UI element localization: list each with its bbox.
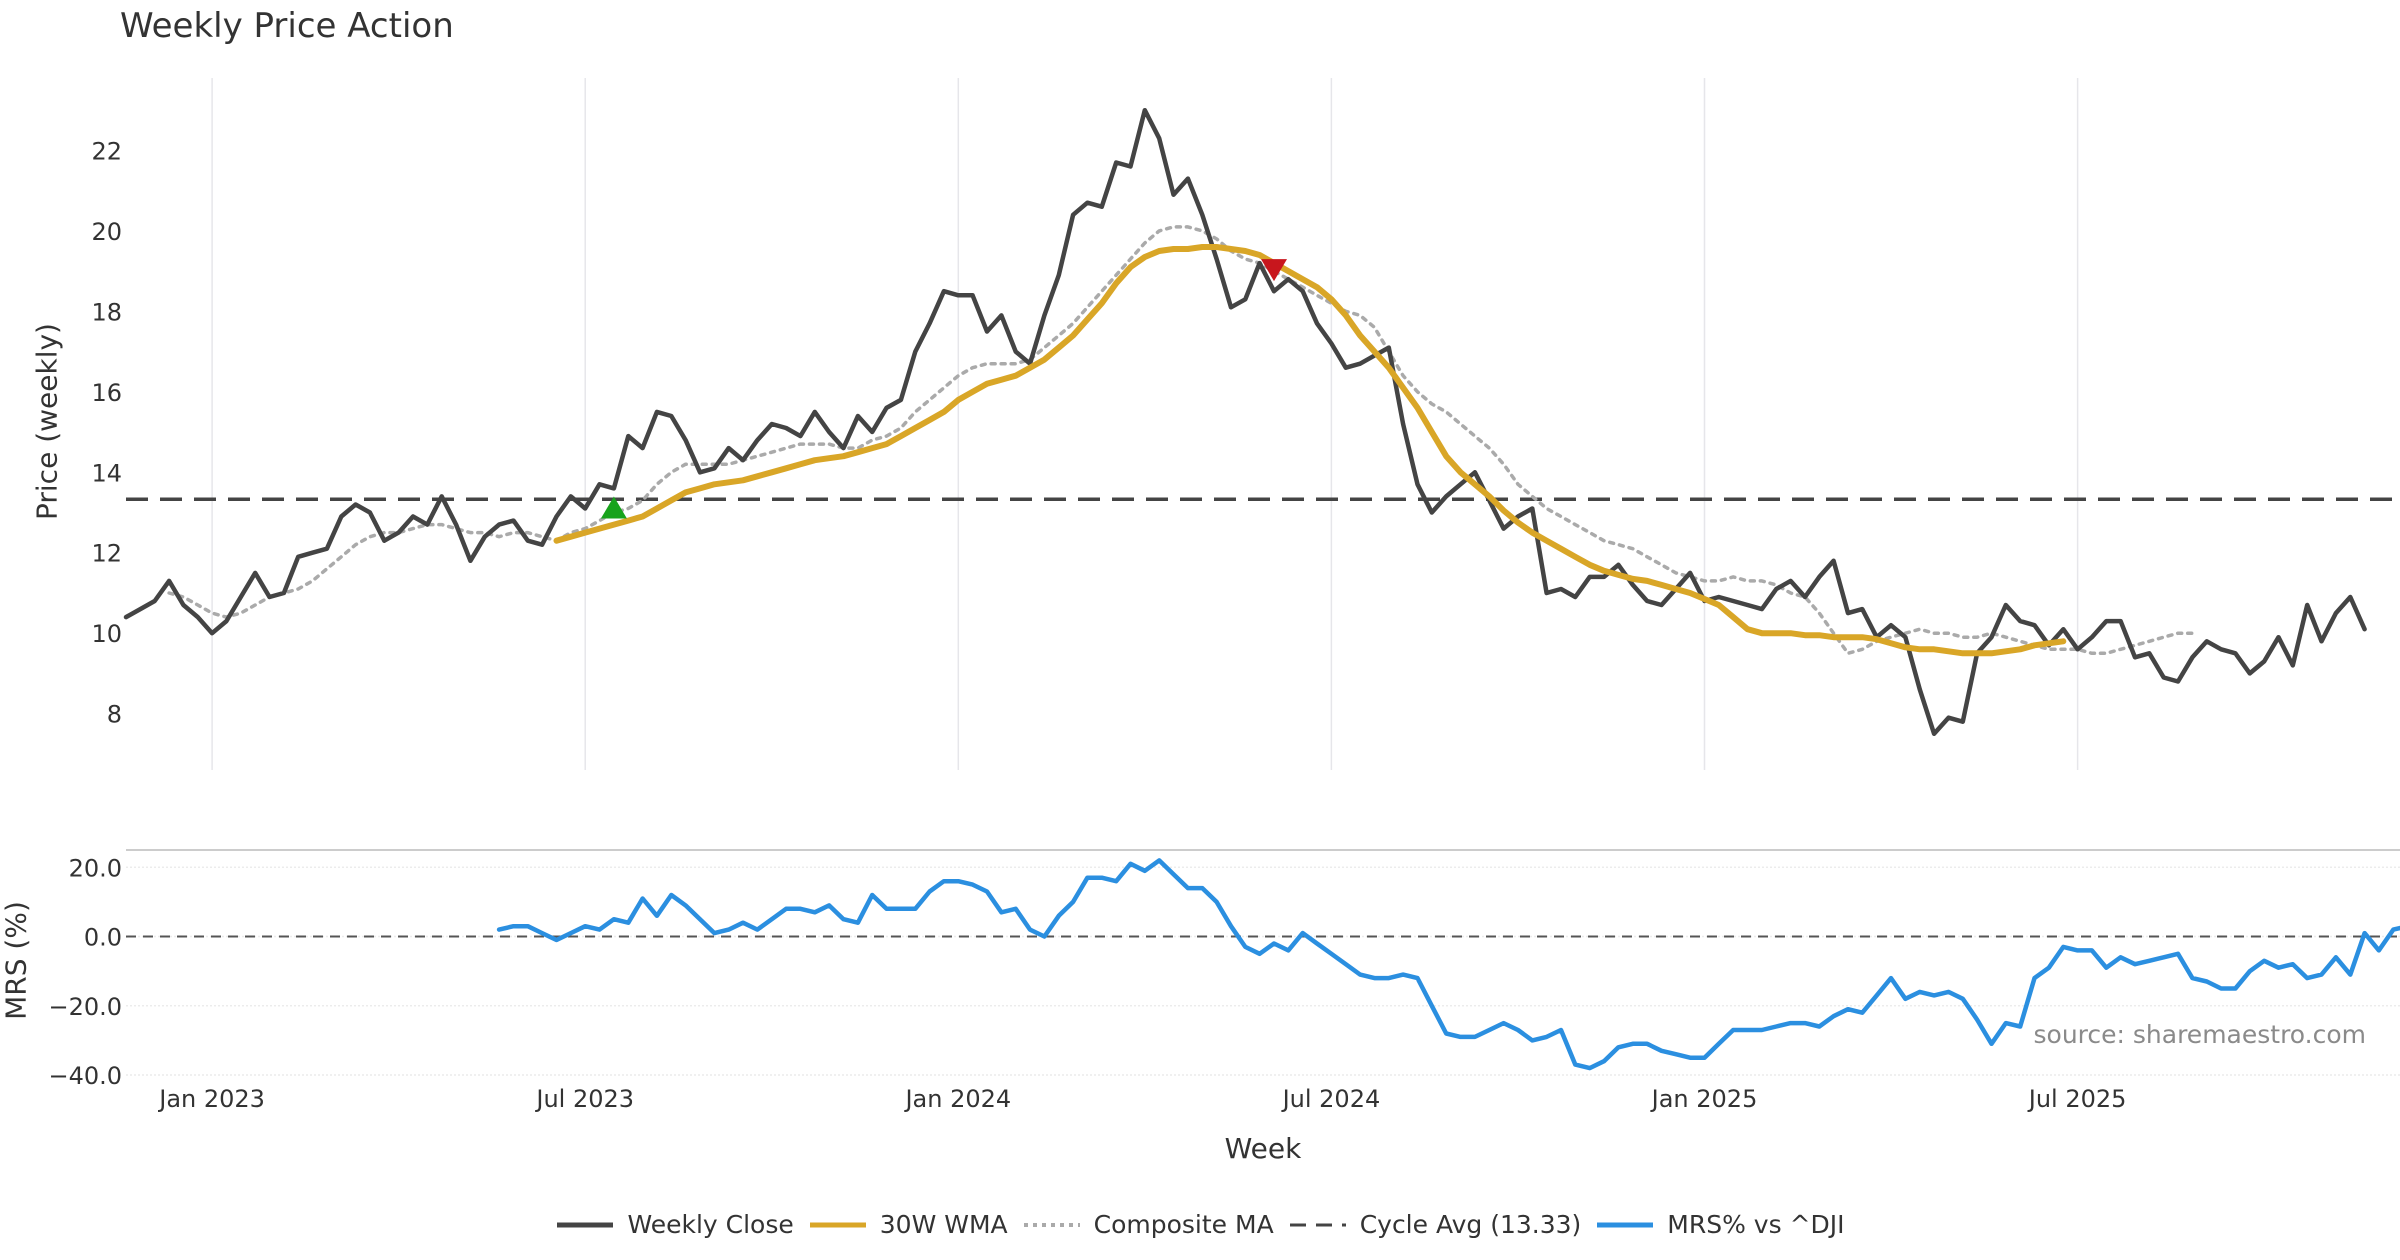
mrs-y-tick-label: −20.0 [48, 993, 122, 1021]
buy-signal-marker [600, 496, 627, 519]
price-y-tick-label: 10 [91, 620, 122, 648]
x-tick-label: Jul 2025 [2027, 1085, 2127, 1113]
mrs-y-tick-label: −40.0 [48, 1062, 122, 1090]
price-y-axis-label: Price (weekly) [30, 323, 64, 520]
legend-label-cycle-avg: Cycle Avg (13.33) [1359, 1210, 1582, 1239]
source-note: source: sharemaestro.com [2033, 1020, 2367, 1049]
legend-label-mrs: MRS% vs ^DJI [1667, 1210, 1845, 1239]
legend: Weekly Close 30W WMA Composite MA Cycle … [0, 1210, 2400, 1239]
legend-swatch-weekly-close [557, 1222, 614, 1227]
x-tick-label: Jan 2024 [903, 1085, 1011, 1113]
price-y-tick-label: 14 [91, 459, 122, 487]
price-y-tick-label: 12 [91, 540, 122, 568]
legend-label-composite-ma: Composite MA [1093, 1210, 1274, 1239]
mrs-y-tick-label: 20.0 [69, 854, 122, 882]
x-tick-label: Jan 2025 [1650, 1085, 1758, 1113]
legend-swatch-composite-ma [1023, 1222, 1080, 1227]
x-tick-label: Jul 2024 [1281, 1085, 1381, 1113]
weekly-close-line [123, 107, 2367, 737]
x-tick-label: Jan 2023 [157, 1085, 265, 1113]
legend-item-30w-wma: 30W WMA [808, 1210, 1008, 1239]
mrs-y-tick-label: 0.0 [84, 924, 122, 952]
x-axis-label: Week [1224, 1132, 1302, 1165]
legend-swatch-mrs [1597, 1222, 1654, 1227]
legend-item-weekly-close: Weekly Close [555, 1210, 794, 1239]
mrs-y-axis-label: MRS (%) [0, 901, 33, 1020]
price-y-tick-label: 16 [91, 379, 122, 407]
wma-30w-line [553, 244, 2067, 657]
mrs-line [496, 858, 2400, 1071]
series-layer [123, 107, 2400, 1071]
axis-layer: Jan 2023 Jul 2023 Jan 2024 Jul 2024 Jan 2025… [48, 137, 2126, 1113]
legend-swatch-30w-wma [809, 1222, 866, 1227]
price-y-tick-label: 22 [91, 137, 122, 165]
sell-signal-marker [1261, 259, 1287, 282]
composite-ma-line [167, 225, 2195, 656]
chart-title: Weekly Price Action [120, 6, 454, 46]
legend-item-cycle-avg: Cycle Avg (13.33) [1288, 1210, 1582, 1239]
grid-layer [126, 78, 2400, 1076]
legend-label-30w-wma: 30W WMA [879, 1210, 1008, 1239]
price-y-tick-label: 8 [107, 701, 122, 729]
legend-swatch-cycle-avg [1289, 1223, 1346, 1226]
price-y-tick-label: 18 [91, 298, 122, 326]
legend-item-composite-ma: Composite MA [1022, 1210, 1274, 1239]
x-tick-label: Jul 2023 [534, 1085, 634, 1113]
legend-item-mrs: MRS% vs ^DJI [1595, 1210, 1845, 1239]
legend-label-weekly-close: Weekly Close [627, 1210, 794, 1239]
price-y-tick-label: 20 [91, 218, 122, 246]
